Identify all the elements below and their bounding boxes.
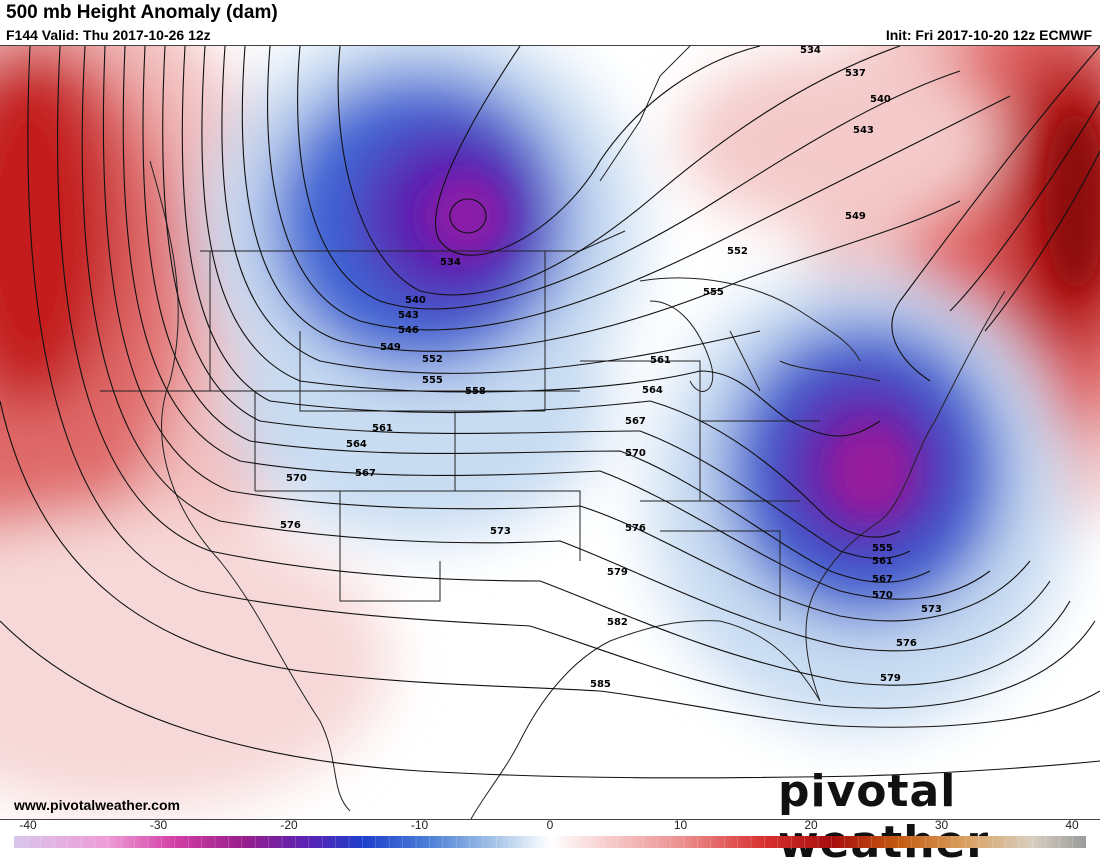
contour-label: 570 — [286, 473, 307, 484]
contour-label: 540 — [870, 94, 891, 105]
contour-label: 549 — [845, 211, 866, 222]
contour-label: 537 — [845, 68, 866, 79]
source-url[interactable]: www.pivotalweather.com — [14, 797, 180, 813]
contour-label: 555 — [703, 287, 724, 298]
colorbar — [14, 836, 1086, 848]
contour-label: 543 — [398, 310, 419, 321]
contour-label: 567 — [872, 574, 893, 585]
contour-label: 576 — [280, 520, 301, 531]
contour-label: 534 — [440, 257, 461, 268]
contour-label: 555 — [422, 375, 443, 386]
colorbar-tick-label: 40 — [1065, 818, 1079, 832]
contour-label: 546 — [398, 325, 419, 336]
contour-label: 534 — [800, 46, 821, 56]
map-canvas: 534 537 540 543 549 552 555 561 564 567 … — [0, 46, 1100, 819]
contour-label: 552 — [422, 354, 443, 365]
valid-time: F144 Valid: Thu 2017-10-26 12z — [6, 27, 211, 43]
contour-label: 555 — [872, 543, 893, 554]
colorbar-tick-label: -20 — [280, 818, 298, 832]
contour-label: 570 — [625, 448, 646, 459]
colorbar-tick-label: 20 — [804, 818, 818, 832]
contour-label: 564 — [642, 385, 663, 396]
colorbar-ticks: -40 -30 -20 -10 0 10 20 30 40 — [0, 818, 1100, 834]
contour-label: 582 — [607, 617, 628, 628]
colorbar-tick-label: 0 — [546, 818, 554, 832]
contour-label: 552 — [727, 246, 748, 257]
contour-label: 567 — [355, 468, 376, 479]
contour-label: 576 — [896, 638, 917, 649]
contour-label: 570 — [872, 590, 893, 601]
height-contours — [0, 46, 1100, 779]
colorbar-tick-label: -10 — [410, 818, 429, 832]
contour-label: 579 — [880, 673, 901, 684]
colorbar-tick-label: -40 — [19, 818, 37, 832]
colorbar-tick-label: -30 — [149, 818, 168, 832]
anomaly-shading — [0, 46, 1100, 819]
contour-label: 567 — [625, 416, 646, 427]
contour-label: 561 — [650, 355, 671, 366]
contour-label: 579 — [607, 567, 628, 578]
anomaly-map[interactable]: 534 537 540 543 549 552 555 561 564 567 … — [0, 45, 1100, 820]
contour-label: 540 — [405, 295, 426, 306]
contour-label: 558 — [465, 386, 486, 397]
brand-logo: pivotal weather — [778, 766, 988, 868]
colorbar-tick-label: 30 — [934, 818, 949, 832]
colorbar-tick-label: 10 — [673, 818, 688, 832]
contour-label: 573 — [921, 604, 942, 615]
colorbar-gradient — [14, 836, 1086, 848]
contour-label: 543 — [853, 125, 874, 136]
map-header: 500 mb Height Anomaly (dam) F144 Valid: … — [0, 0, 1100, 45]
contour-label: 561 — [372, 423, 393, 434]
contour-label: 561 — [872, 556, 893, 567]
contour-labels: 534 537 540 543 549 552 555 561 564 567 … — [280, 46, 942, 690]
contour-label: 585 — [590, 679, 611, 690]
map-title: 500 mb Height Anomaly (dam) — [6, 2, 278, 23]
init-time: Init: Fri 2017-10-20 12z ECMWF — [885, 27, 1092, 43]
contour-label: 573 — [490, 526, 511, 537]
contour-label: 576 — [625, 523, 646, 534]
contour-label: 549 — [380, 342, 401, 353]
contour-label: 564 — [346, 439, 367, 450]
